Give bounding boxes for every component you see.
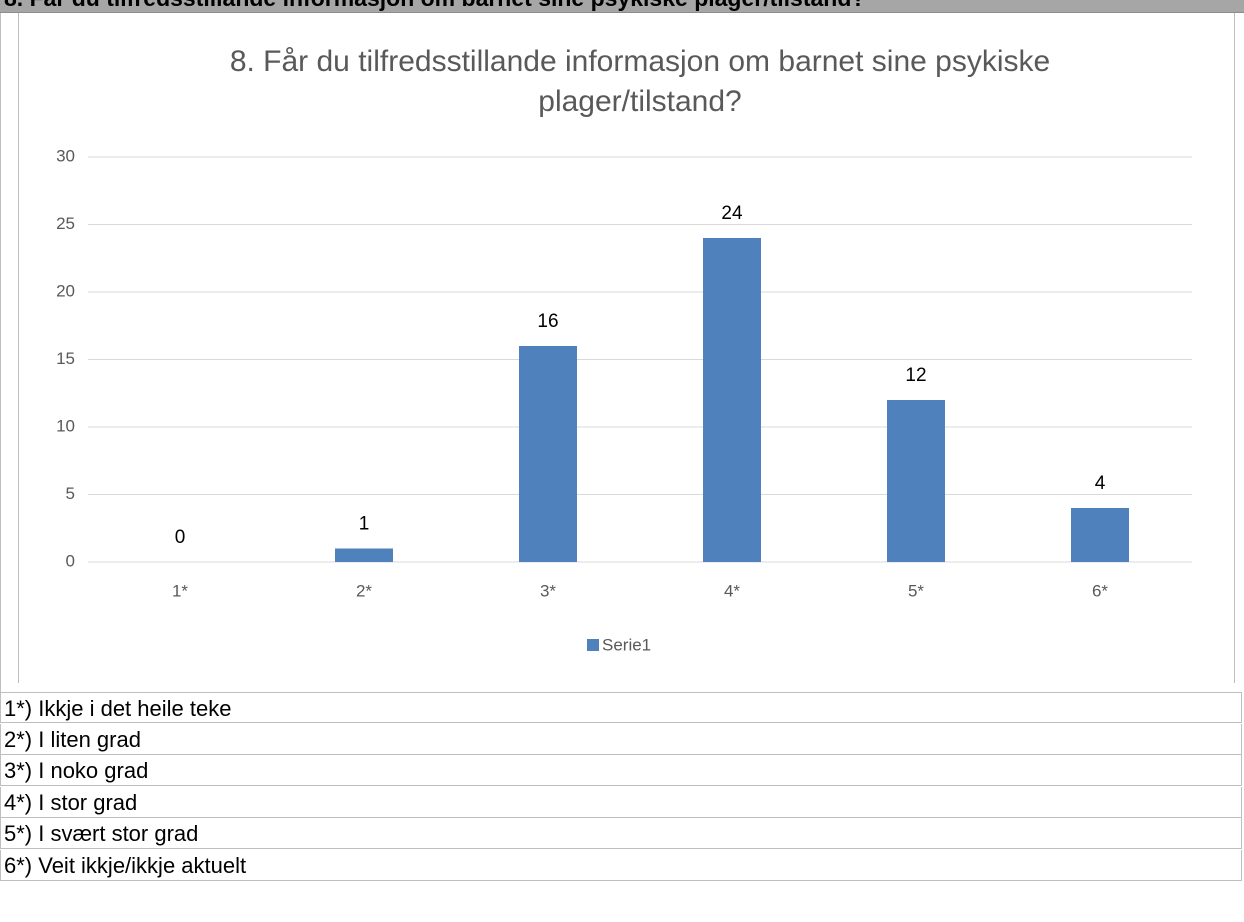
data-label: 12 — [905, 365, 926, 386]
x-tick-label: 6* — [1092, 581, 1108, 600]
data-label: 4 — [1095, 473, 1106, 494]
y-tick-label: 0 — [66, 551, 75, 570]
bar — [887, 400, 945, 562]
x-tick-label: 5* — [908, 581, 924, 600]
x-tick-label: 1* — [172, 581, 188, 600]
data-label: 24 — [721, 203, 743, 224]
x-tick-label: 3* — [540, 581, 556, 600]
chart-title: 8. Får du tilfredsstillande informasjon … — [229, 45, 1051, 118]
y-tick-label: 5 — [66, 484, 75, 503]
note-row: 1*) Ikkje i det heile teke — [0, 692, 1242, 723]
legend-label: Serie1 — [602, 635, 651, 654]
bar — [703, 238, 761, 562]
header-title: 8. Får du tilfredsstillande informasjon … — [4, 0, 865, 12]
note-row: 3*) I noko grad — [0, 755, 1242, 787]
data-label: 0 — [175, 527, 186, 548]
data-label: 1 — [359, 514, 370, 535]
note-row: 4*) I stor grad — [0, 786, 1242, 818]
bar — [519, 346, 577, 562]
chart-frame — [18, 13, 1235, 683]
note-row: 5*) I svært stor grad — [0, 818, 1242, 850]
bar — [335, 548, 393, 562]
y-tick-label: 15 — [56, 349, 75, 368]
y-tick-label: 20 — [56, 281, 75, 300]
table-border — [0, 13, 1, 692]
x-tick-label: 4* — [724, 581, 740, 600]
data-label: 16 — [537, 311, 558, 332]
x-tick-label: 2* — [356, 581, 372, 600]
legend-swatch — [587, 639, 599, 651]
y-tick-label: 30 — [56, 146, 75, 165]
y-tick-label: 10 — [56, 416, 75, 435]
note-row: 2*) I liten grad — [0, 723, 1242, 755]
header-bar: 8. Får du tilfredsstillande informasjon … — [0, 0, 1244, 13]
y-tick-label: 25 — [56, 214, 75, 233]
note-row: 6*) Veit ikkje/ikkje aktuelt — [0, 850, 1242, 881]
bar — [1071, 508, 1129, 562]
